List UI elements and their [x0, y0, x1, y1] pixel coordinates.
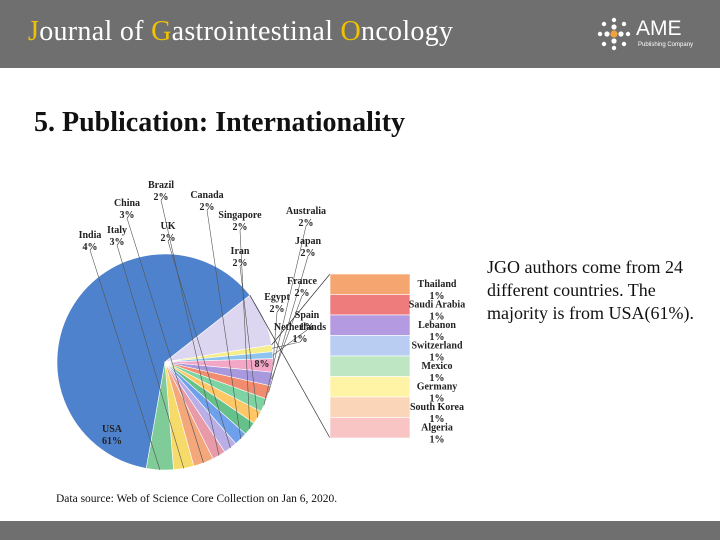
data-label-egypt: Egypt 2%	[264, 292, 290, 315]
data-label-china: China 3%	[114, 198, 140, 221]
data-label-usa: USA 61%	[102, 424, 123, 447]
data-label-canada: Canada 2%	[190, 190, 223, 213]
bar-segment-germany	[329, 376, 411, 398]
data-label-italy: Italy 3%	[107, 225, 127, 248]
data-label-japan: Japan 2%	[295, 236, 322, 259]
leader-line-italy	[116, 244, 185, 469]
bar-segment-algeria	[329, 417, 411, 439]
description-text: JGO authors come from 24 different count…	[487, 257, 694, 323]
bar-segment-mexico	[329, 355, 411, 377]
bar-segment-south-korea	[329, 396, 411, 418]
journal-header-bar: Journal of Gastrointestinal Oncology AME…	[0, 0, 720, 68]
journal-title-seg-1: ournal of	[39, 16, 152, 47]
data-label-uk: UK 2%	[161, 221, 176, 244]
slide-title: 5. Publication: Internationality	[34, 107, 406, 138]
data-label-saudi-arabia: Saudi Arabia 1%	[409, 300, 465, 323]
journal-title: Journal of Gastrointestinal Oncology	[28, 16, 453, 48]
journal-title-seg-5: ncology	[361, 16, 454, 47]
leader-line-canada	[206, 209, 242, 440]
leader-line-spain	[272, 329, 308, 356]
data-label-thailand: Thailand 1%	[418, 279, 457, 302]
journal-title-seg-0: J	[28, 16, 40, 47]
connector-line-bottom	[249, 295, 331, 439]
data-label-mexico: Mexico 1%	[421, 361, 452, 384]
data-label-spain: Spain 1%	[295, 310, 320, 333]
leader-line-brazil	[160, 199, 220, 456]
data-label-lebanon: Lebanon 1%	[418, 320, 456, 343]
pie-slice-usa	[56, 253, 251, 469]
leader-line-egypt	[272, 311, 278, 366]
leader-line-china	[126, 217, 204, 463]
ame-logo-mark-icon	[597, 17, 631, 51]
leader-line-australia	[263, 225, 307, 406]
data-label-south-korea: South Korea 1%	[410, 402, 464, 425]
data-label-netherlands: Netherlands 1%	[274, 322, 326, 345]
ame-logo: AME Publishing Company	[596, 16, 706, 56]
leader-line-india	[89, 249, 161, 470]
footer-bar	[0, 521, 720, 540]
data-source-note: Data source: Web of Science Core Collect…	[56, 493, 338, 505]
bar-segment-lebanon	[329, 314, 411, 336]
data-label-india: India 4%	[79, 230, 102, 253]
data-label-singapore: Singapore 2%	[218, 210, 262, 233]
bar-segment-saudi-arabia	[329, 294, 411, 316]
journal-title-seg-3: astrointestinal	[171, 16, 341, 47]
data-label-iran: Iran 2%	[231, 246, 250, 269]
logo-subtext: Publishing Company	[638, 42, 694, 48]
data-label-germany: Germany 1%	[417, 382, 458, 405]
bar-segment-switzerland	[329, 335, 411, 357]
data-label-france: France 2%	[287, 276, 318, 299]
data-label-switzerland: Switzerland 1%	[411, 341, 463, 364]
data-label-other: 8%	[255, 359, 270, 370]
bar-segment-thailand	[329, 273, 411, 295]
journal-title-seg-2: G	[151, 16, 172, 47]
data-label-algeria: Algeria 1%	[421, 423, 453, 446]
data-label-brazil: Brazil 2%	[148, 180, 174, 203]
connector-line-top	[271, 273, 331, 346]
data-label-australia: Australia 2%	[286, 206, 326, 229]
leader-line-singapore	[239, 229, 251, 429]
pie-of-pie-chart: USA 61% 8% Netherlands 1%Spain 1%Egypt 2%Franc…	[56, 180, 465, 471]
journal-title-seg-4: O	[340, 16, 362, 47]
logo-text: AME	[636, 17, 682, 40]
